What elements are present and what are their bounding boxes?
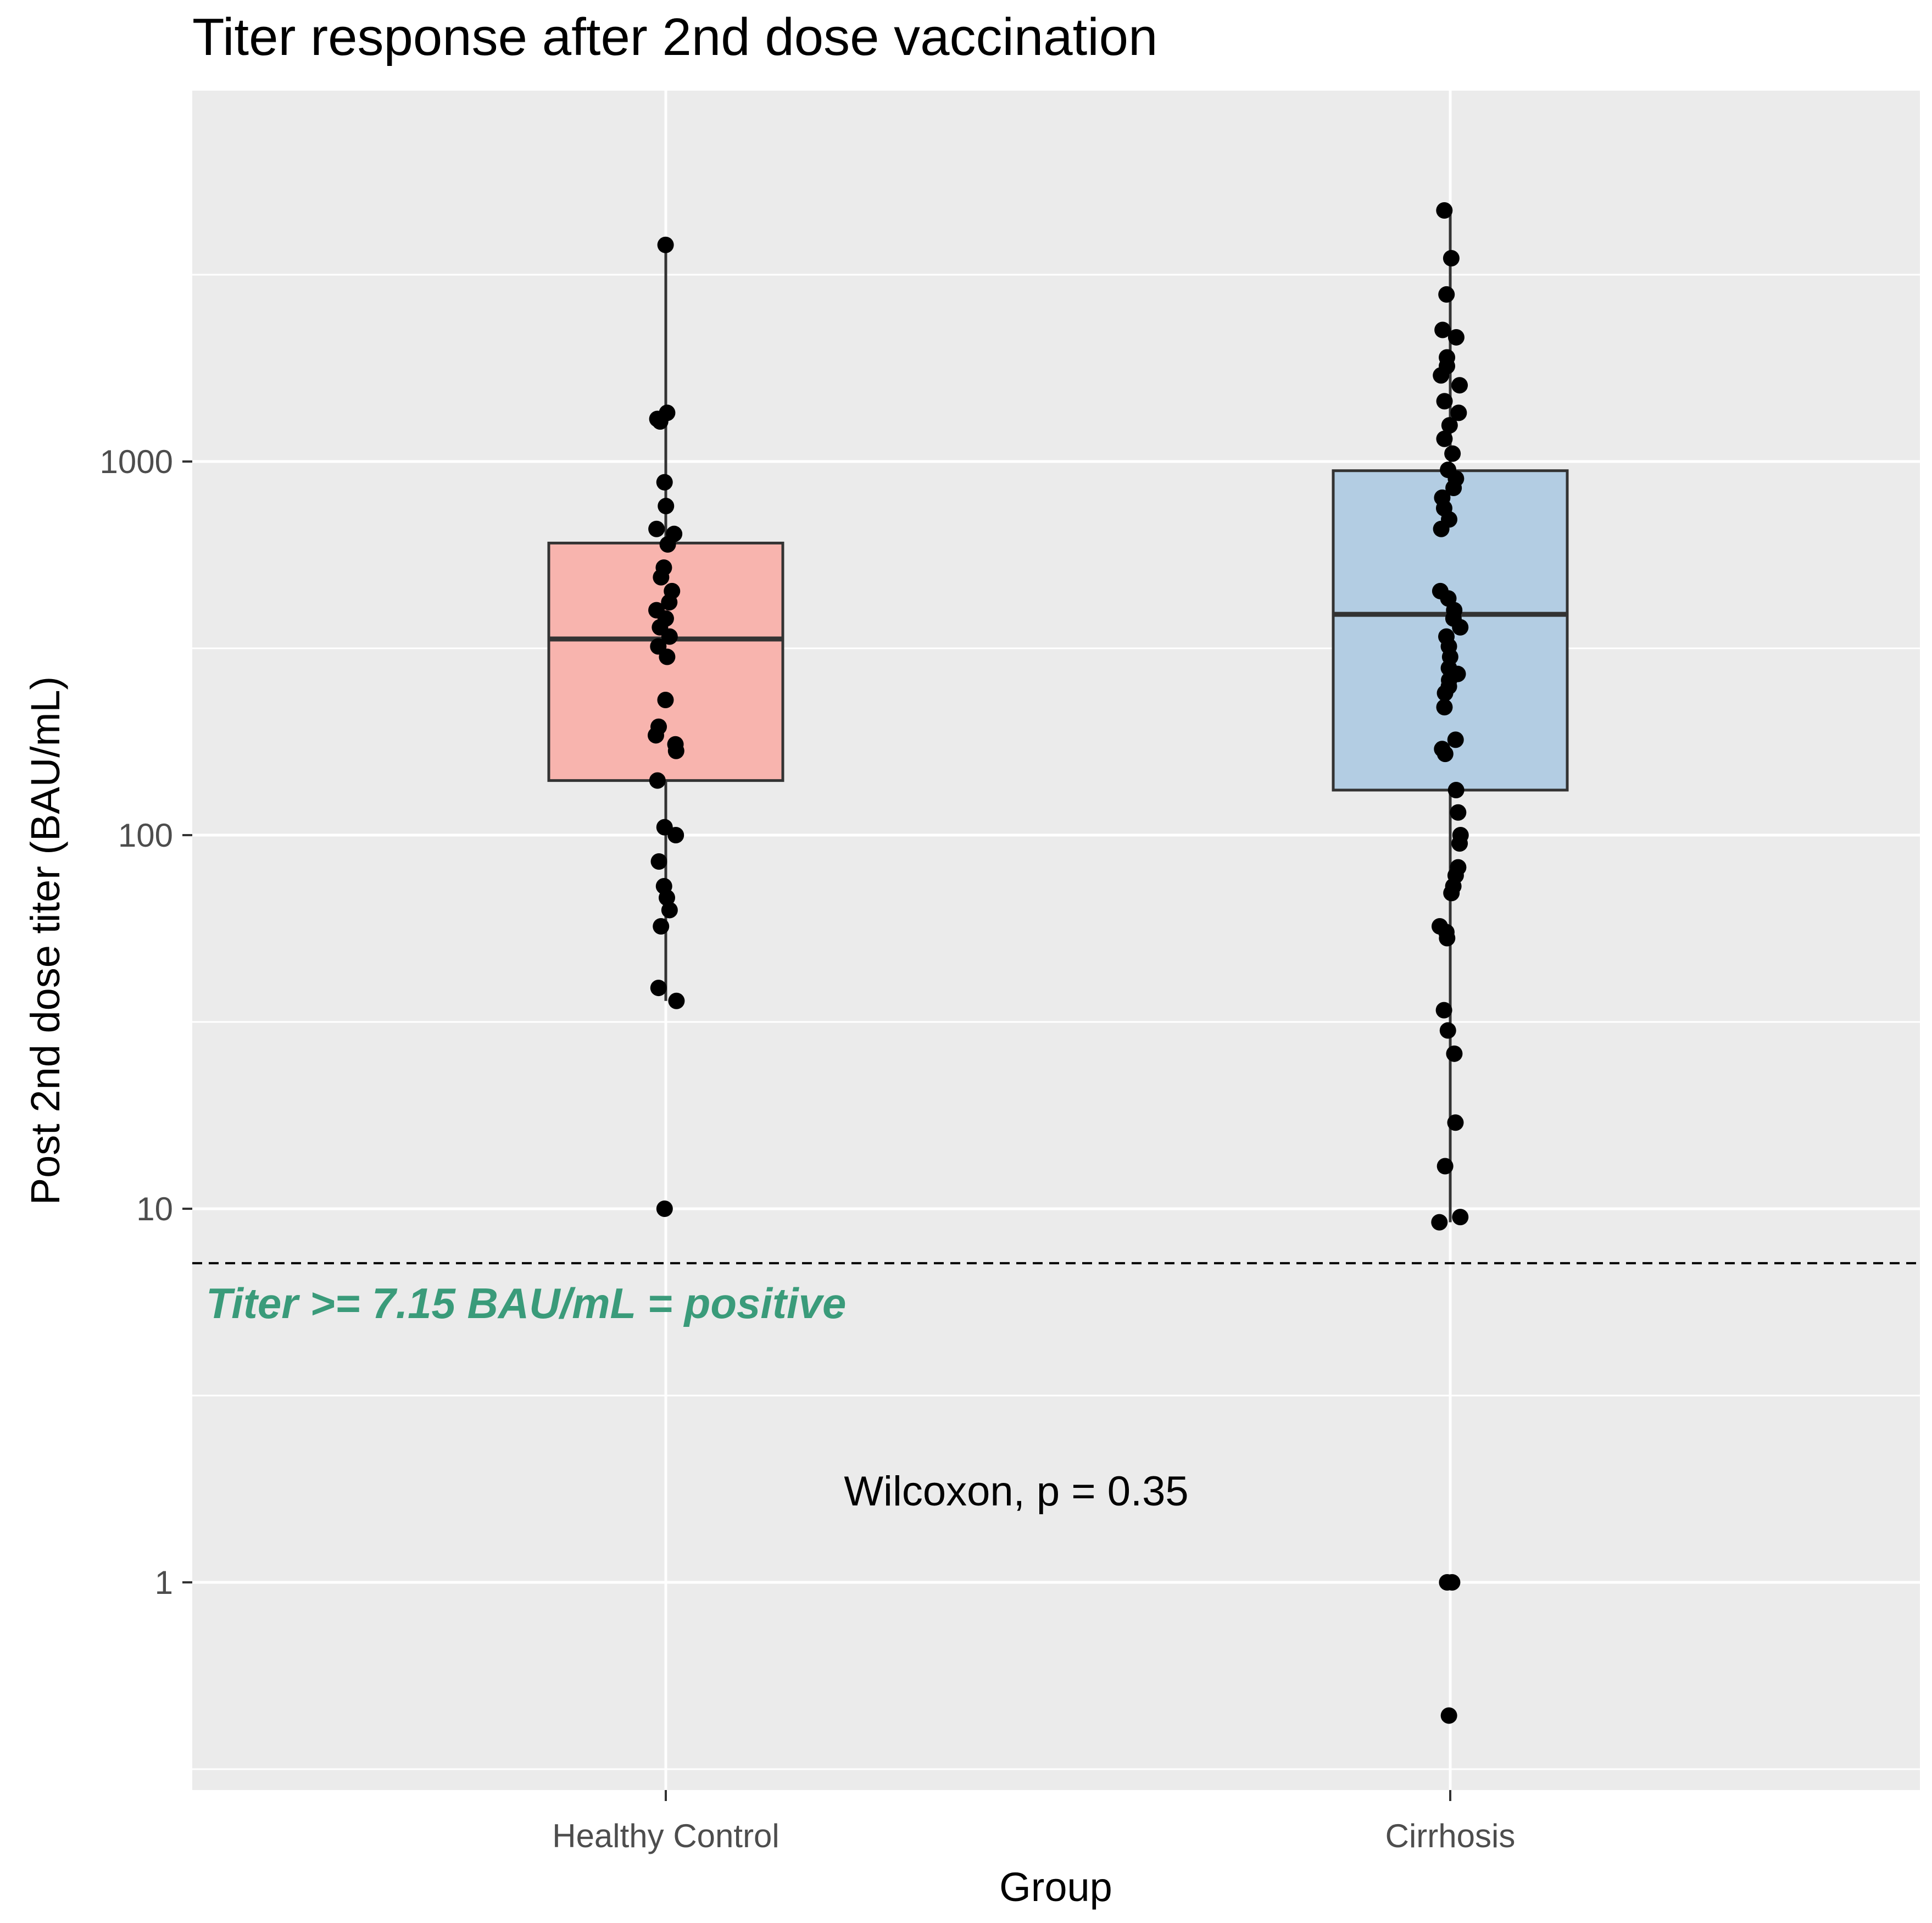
data-point: [656, 1201, 673, 1217]
data-point: [1437, 746, 1454, 763]
data-point: [1451, 377, 1468, 394]
data-point: [659, 536, 676, 553]
data-point: [650, 980, 667, 997]
data-point: [1436, 699, 1453, 716]
data-point: [1447, 782, 1465, 799]
data-point: [1441, 417, 1458, 434]
data-point: [1440, 1707, 1457, 1724]
data-point: [649, 772, 666, 789]
data-point: [1444, 1574, 1461, 1591]
data-point: [1451, 835, 1468, 852]
data-point: [650, 853, 667, 870]
data-point: [657, 236, 674, 253]
data-point: [1452, 619, 1469, 636]
data-point: [656, 474, 673, 491]
data-point: [1444, 445, 1461, 462]
data-point: [1438, 286, 1455, 303]
threshold-label: Titer >= 7.15 BAU/mL = positive: [206, 1279, 846, 1327]
data-point: [659, 889, 676, 906]
data-point: [1436, 202, 1453, 219]
point-layer: [648, 202, 1469, 1724]
data-point: [653, 569, 670, 586]
data-point: [661, 902, 678, 919]
data-point: [648, 520, 665, 537]
data-point: [1450, 404, 1467, 421]
data-point: [659, 648, 676, 665]
data-point: [658, 498, 675, 515]
data-point: [657, 692, 674, 709]
data-point: [668, 992, 685, 1009]
data-point: [648, 727, 665, 744]
y-tick-label: 1: [155, 1564, 173, 1601]
x-axis: Healthy Control Cirrhosis: [552, 1790, 1515, 1854]
wilcoxon-annotation: Wilcoxon, p = 0.35: [844, 1468, 1188, 1515]
y-tick-label: 10: [136, 1191, 173, 1227]
data-point: [1447, 329, 1465, 346]
data-point: [1445, 479, 1462, 496]
data-point: [652, 413, 669, 430]
y-tick-label: 100: [118, 817, 173, 854]
data-point: [1436, 430, 1453, 447]
data-point: [1431, 1214, 1448, 1231]
data-point: [1446, 1045, 1463, 1062]
data-point: [1447, 731, 1464, 748]
data-point: [1443, 250, 1460, 267]
minor-gridlines: [192, 274, 1920, 1770]
data-point: [653, 918, 670, 935]
data-point: [1435, 1002, 1452, 1019]
data-point: [1433, 520, 1450, 537]
data-point: [1447, 1114, 1464, 1131]
data-point: [1436, 393, 1453, 410]
data-point: [1452, 1209, 1469, 1226]
plot-panel: [192, 91, 1920, 1790]
data-point: [667, 742, 684, 759]
x-axis-title: Group: [999, 1864, 1112, 1910]
data-point: [1443, 885, 1460, 902]
data-point: [1439, 1022, 1456, 1039]
data-point: [661, 594, 678, 611]
data-point: [1450, 804, 1467, 821]
x-tick-label: Cirrhosis: [1385, 1818, 1516, 1854]
data-point: [1439, 930, 1456, 947]
chart-title: Titer response after 2nd dose vaccinatio…: [192, 8, 1157, 66]
data-point: [667, 827, 684, 843]
y-axis-title: Post 2nd dose titer (BAU/mL): [23, 676, 68, 1205]
data-point: [1433, 367, 1450, 384]
data-point: [1437, 1158, 1454, 1175]
threshold-layer: Titer >= 7.15 BAU/mL = positive: [192, 1262, 1920, 1327]
data-point: [1437, 685, 1454, 702]
y-tick-label: 1000: [100, 443, 173, 480]
y-axis: 1 10 100 1000: [100, 443, 192, 1601]
x-tick-label: Healthy Control: [552, 1818, 780, 1854]
data-point: [1434, 321, 1451, 338]
data-point: [661, 628, 678, 645]
